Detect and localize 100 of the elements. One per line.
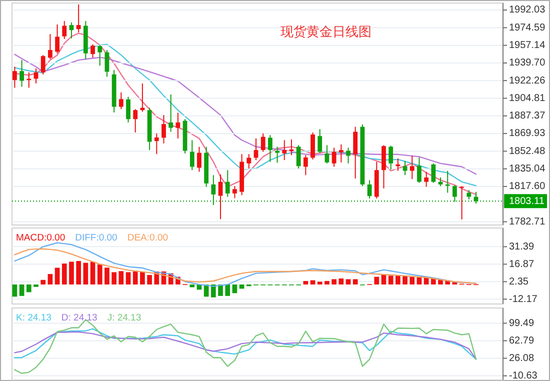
y-tick-label: -12.17 — [509, 294, 538, 305]
bar — [76, 261, 81, 284]
candlestick — [246, 154, 252, 169]
candlestick — [48, 34, 52, 60]
candlestick — [303, 154, 308, 176]
candlestick — [104, 50, 110, 78]
bar — [211, 284, 216, 298]
y-tick-label: 1835.04 — [509, 163, 546, 174]
candlestick — [168, 94, 174, 132]
candlestick — [410, 155, 414, 180]
candlestick — [211, 174, 216, 206]
y-tick-label: 1922.26 — [509, 75, 546, 86]
candlestick — [162, 114, 166, 144]
series-label: K: 24.13 — [16, 312, 52, 324]
candlestick — [445, 170, 450, 194]
y-tick-label: 2.35 — [509, 276, 529, 288]
y-tick-label: 26.08 — [509, 352, 534, 364]
candlestick — [62, 20, 67, 40]
text: DEA:0.00 — [127, 232, 168, 244]
candlestick — [40, 54, 46, 75]
candlestick — [260, 132, 266, 152]
candlestick — [460, 186, 464, 220]
y-tick-label: 1992.03 — [509, 4, 546, 16]
candlestick — [154, 132, 159, 155]
bar — [54, 268, 60, 284]
candlestick — [12, 66, 17, 88]
candlestick — [69, 22, 74, 39]
bar — [97, 264, 102, 284]
bar — [410, 276, 415, 284]
candlestick — [310, 132, 315, 160]
bar — [104, 268, 110, 284]
candlestick — [98, 44, 102, 66]
candlestick — [133, 108, 138, 133]
candlestick — [282, 140, 287, 161]
bar — [90, 262, 96, 284]
y-tick-label: 1974.59 — [509, 22, 546, 34]
candlestick — [190, 140, 194, 171]
bar — [225, 284, 230, 296]
bar — [338, 278, 344, 284]
candlestick — [424, 171, 429, 188]
y-tick-label: 16.87 — [509, 258, 534, 270]
candlestick — [402, 160, 408, 176]
candlestick — [197, 146, 202, 172]
candlestick — [34, 68, 38, 84]
bar — [388, 276, 394, 284]
bar — [112, 272, 116, 284]
bar — [346, 279, 351, 284]
bar — [118, 271, 124, 284]
candlestick — [324, 144, 330, 164]
bar — [69, 262, 74, 284]
bar — [19, 284, 24, 296]
candlestick — [367, 180, 372, 199]
candlestick — [275, 146, 280, 164]
y-tick-label: -10.63 — [509, 370, 538, 381]
y-tick-label: 31.39 — [509, 241, 534, 252]
bar — [132, 271, 138, 284]
bar — [332, 279, 336, 284]
candlestick — [126, 96, 130, 123]
candlestick — [353, 126, 358, 179]
candlestick — [225, 170, 230, 198]
bar — [416, 278, 422, 284]
line-series — [14, 319, 477, 374]
candlestick — [466, 190, 472, 200]
candlestick — [452, 184, 457, 202]
candlestick — [332, 147, 336, 168]
candlestick — [90, 44, 95, 58]
bar — [374, 276, 380, 284]
y-tick-label: 1852.48 — [509, 146, 546, 157]
bar — [12, 284, 18, 297]
y-tick-label: 1817.60 — [509, 181, 546, 192]
series-label: MACD:0.00 — [16, 232, 66, 244]
series-label: D: 24.13 — [61, 312, 98, 324]
bar — [190, 284, 195, 288]
candlestick — [346, 147, 350, 164]
candlestick — [55, 24, 60, 54]
bar — [232, 284, 238, 294]
ref-line-label: 1803.11 — [509, 196, 545, 207]
candlestick — [318, 128, 322, 154]
y-tick-label: 1887.37 — [509, 110, 546, 122]
bar — [352, 279, 358, 284]
y-tick-label: 1782.71 — [509, 216, 546, 228]
y-tick-label: 1904.81 — [509, 92, 546, 104]
candlestick — [396, 158, 400, 172]
bar — [34, 284, 38, 287]
bar — [303, 280, 308, 284]
series-label: DIFF:0.00 — [75, 232, 118, 244]
bar — [126, 272, 131, 284]
series-label: J: 24.13 — [107, 312, 142, 324]
candlestick — [176, 112, 180, 139]
candlestick — [76, 4, 81, 33]
candlestick — [382, 144, 386, 189]
bar — [317, 282, 322, 284]
bar — [402, 276, 408, 284]
candlestick — [417, 156, 422, 184]
bar — [48, 274, 53, 284]
candlestick — [20, 60, 24, 88]
y-tick-label: 1869.93 — [509, 128, 546, 140]
bar — [83, 262, 88, 284]
y-tick-label: 62.79 — [509, 335, 534, 346]
bar — [40, 280, 46, 284]
